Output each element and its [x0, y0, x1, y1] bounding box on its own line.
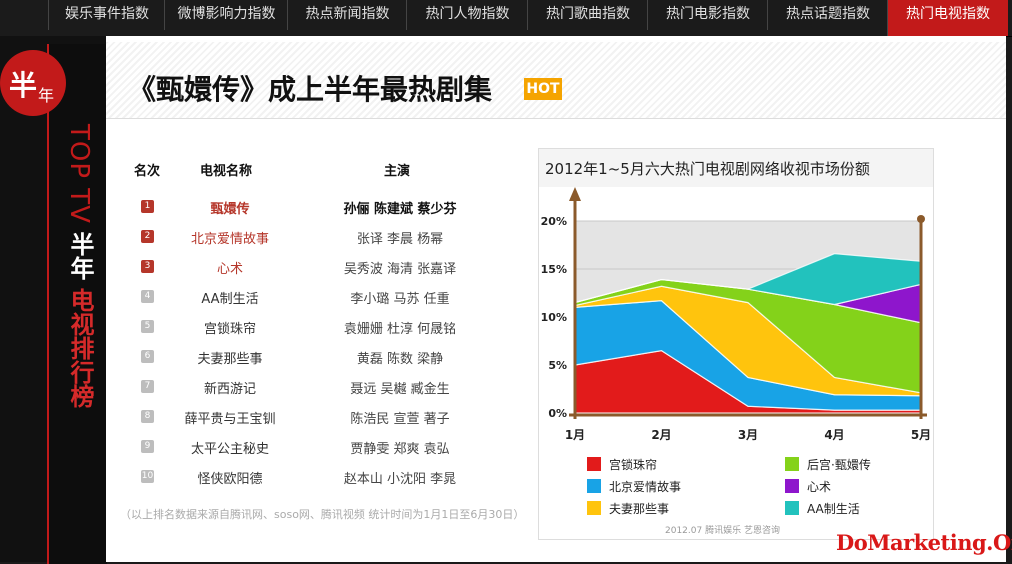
table-row: 2 北京爱情故事 张译 李晨 杨幂 [130, 226, 530, 256]
y-tick-label: 10% [541, 311, 567, 324]
rank-badge: 5 [141, 320, 154, 333]
header-band: 《甄嬛传》成上半年最热剧集 HOT [106, 42, 1006, 119]
market-share-chart: 2012年1~5月六大热门电视剧网络收视市场份额 0% 5% 10% 15% 20% 1月 2… [539, 149, 933, 536]
show-actors: 孙俪 陈建斌 蔡少芬 [343, 202, 457, 217]
table-row: 9 太平公主秘史 贾静雯 郑爽 袁弘 [130, 436, 530, 466]
header-rank: 名次 [134, 164, 161, 179]
show-name[interactable]: 夫妻那些事 [197, 352, 263, 367]
header-name: 电视名称 [200, 164, 253, 179]
legend-label: AA制生活 [807, 502, 860, 516]
data-source-note: （以上排名数据来源自腾讯网、soso网、腾讯视频 统计时间为1月1日至6月30日… [120, 508, 525, 521]
show-actors: 李小璐 马苏 任重 [350, 292, 450, 307]
ranking-label: 电视排行榜 [66, 288, 94, 408]
y-axis-arrow [569, 187, 581, 201]
rank-badge: 2 [141, 230, 154, 243]
x-tick-label: 5月 [911, 428, 931, 442]
table-row: 4 AA制生活 李小璐 马苏 任重 [130, 286, 530, 316]
sidebar-stripe [47, 44, 107, 564]
top-navigation: 娱乐事件指数 微博影响力指数 热点新闻指数 热门人物指数 热门歌曲指数 热门电影指数 热点话… [0, 0, 1012, 37]
nav-item-2[interactable]: 微博影响力指数 [164, 0, 288, 30]
table-row: 1 甄嬛传 孙俪 陈建斌 蔡少芬 [130, 196, 530, 226]
show-name[interactable]: 北京爱情故事 [190, 232, 269, 247]
show-actors: 吴秀波 海清 张嘉译 [343, 262, 457, 277]
legend-swatch [785, 501, 799, 515]
rank-badge: 3 [141, 260, 154, 273]
legend-swatch [587, 479, 601, 493]
show-name[interactable]: 怪侠欧阳德 [197, 472, 263, 487]
show-actors: 聂远 吴樾 臧金生 [350, 382, 450, 397]
show-name[interactable]: AA制生活 [201, 292, 259, 307]
chart-container: 2012年1~5月六大热门电视剧网络收视市场份额 0% 5% 10% 15% 20% 1月 2… [538, 148, 934, 540]
main-content: 《甄嬛传》成上半年最热剧集 HOT 名次 电视名称 主演 1 甄嬛传 孙俪 陈建斌 … [106, 36, 1006, 562]
show-actors: 贾静雯 郑爽 袁弘 [350, 442, 450, 457]
page-title: 《甄嬛传》成上半年最热剧集 [128, 73, 493, 106]
table-row: 5 宫锁珠帘 袁姗姗 杜淳 何晟铭 [130, 316, 530, 346]
show-actors: 陈浩民 宣萱 著子 [350, 412, 450, 427]
y-tick-label: 5% [548, 359, 567, 372]
nav-item-6[interactable]: 热门电影指数 [647, 0, 768, 30]
rank-badge: 9 [141, 440, 154, 453]
watermark: DoMarketing.Org [836, 530, 1012, 555]
legend-swatch [587, 457, 601, 471]
rank-badge: 7 [141, 380, 154, 393]
nav-item-8[interactable]: 热门电视指数 [887, 0, 1008, 36]
chart-title: 2012年1~5月六大热门电视剧网络收视市场份额 [545, 160, 870, 178]
rank-badge: 4 [141, 290, 154, 303]
x-tick-label: 1月 [565, 428, 585, 442]
nav-item-1[interactable]: 娱乐事件指数 [48, 0, 165, 30]
chart-footer: 2012.07 腾讯娱乐 艺恩咨询 [665, 524, 780, 536]
half-year-badge: 半 年 [0, 50, 66, 116]
legend-label: 夫妻那些事 [609, 502, 669, 516]
legend-swatch [785, 479, 799, 493]
rank-badge: 8 [141, 410, 154, 423]
show-name[interactable]: 太平公主秘史 [190, 442, 269, 457]
rank-badge: 10 [141, 470, 154, 483]
table-row: 10 怪侠欧阳德 赵本山 小沈阳 李晁 [130, 466, 530, 496]
rank-badge: 1 [141, 200, 154, 213]
left-sidebar [0, 36, 107, 564]
show-actors: 张译 李晨 杨幂 [356, 232, 444, 247]
x-tick-label: 2月 [651, 428, 671, 442]
hot-badge: HOT [524, 78, 562, 100]
x-tick-label: 4月 [824, 428, 844, 442]
legend-label: 后宫·甄嬛传 [807, 457, 871, 472]
table-row: 6 夫妻那些事 黄磊 陈数 梁静 [130, 346, 530, 376]
badge-big-char: 半 [9, 69, 38, 102]
x-tick-label: 3月 [738, 428, 758, 442]
show-name[interactable]: 宫锁珠帘 [203, 322, 256, 337]
legend-label: 心术 [807, 480, 831, 494]
nav-item-4[interactable]: 热门人物指数 [406, 0, 528, 30]
show-name[interactable]: 心术 [216, 262, 243, 277]
y-tick-label: 20% [541, 215, 567, 228]
rank-badge: 6 [141, 350, 154, 363]
right-axis-cap [917, 215, 925, 223]
y-tick-label: 0% [548, 407, 567, 420]
show-name[interactable]: 新西游记 [203, 382, 256, 397]
header-actors: 主演 [384, 164, 411, 179]
half-year-label: 半年 [66, 232, 94, 280]
show-actors: 袁姗姗 杜淳 何晟铭 [343, 322, 457, 337]
table-row: 3 心术 吴秀波 海清 张嘉译 [130, 256, 530, 286]
chart-title-band [539, 149, 933, 187]
show-actors: 赵本山 小沈阳 李晁 [343, 472, 457, 487]
legend-label: 北京爱情故事 [609, 479, 681, 494]
badge-small-char: 年 [38, 86, 55, 105]
y-tick-label: 15% [541, 263, 567, 276]
legend-swatch [587, 501, 601, 515]
nav-item-5[interactable]: 热门歌曲指数 [527, 0, 648, 30]
show-actors: 黄磊 陈数 梁静 [356, 352, 444, 367]
nav-item-7[interactable]: 热点话题指数 [767, 0, 888, 30]
top-tv-label: TOP TV [64, 124, 94, 224]
show-name[interactable]: 甄嬛传 [210, 202, 250, 217]
table-row: 8 薛平贵与王宝钏 陈浩民 宣萱 著子 [130, 406, 530, 436]
show-name[interactable]: 薛平贵与王宝钏 [184, 412, 276, 427]
legend-label: 宫锁珠帘 [609, 457, 657, 472]
table-row: 7 新西游记 聂远 吴樾 臧金生 [130, 376, 530, 406]
legend-swatch [785, 457, 799, 471]
nav-item-3[interactable]: 热点新闻指数 [287, 0, 407, 30]
